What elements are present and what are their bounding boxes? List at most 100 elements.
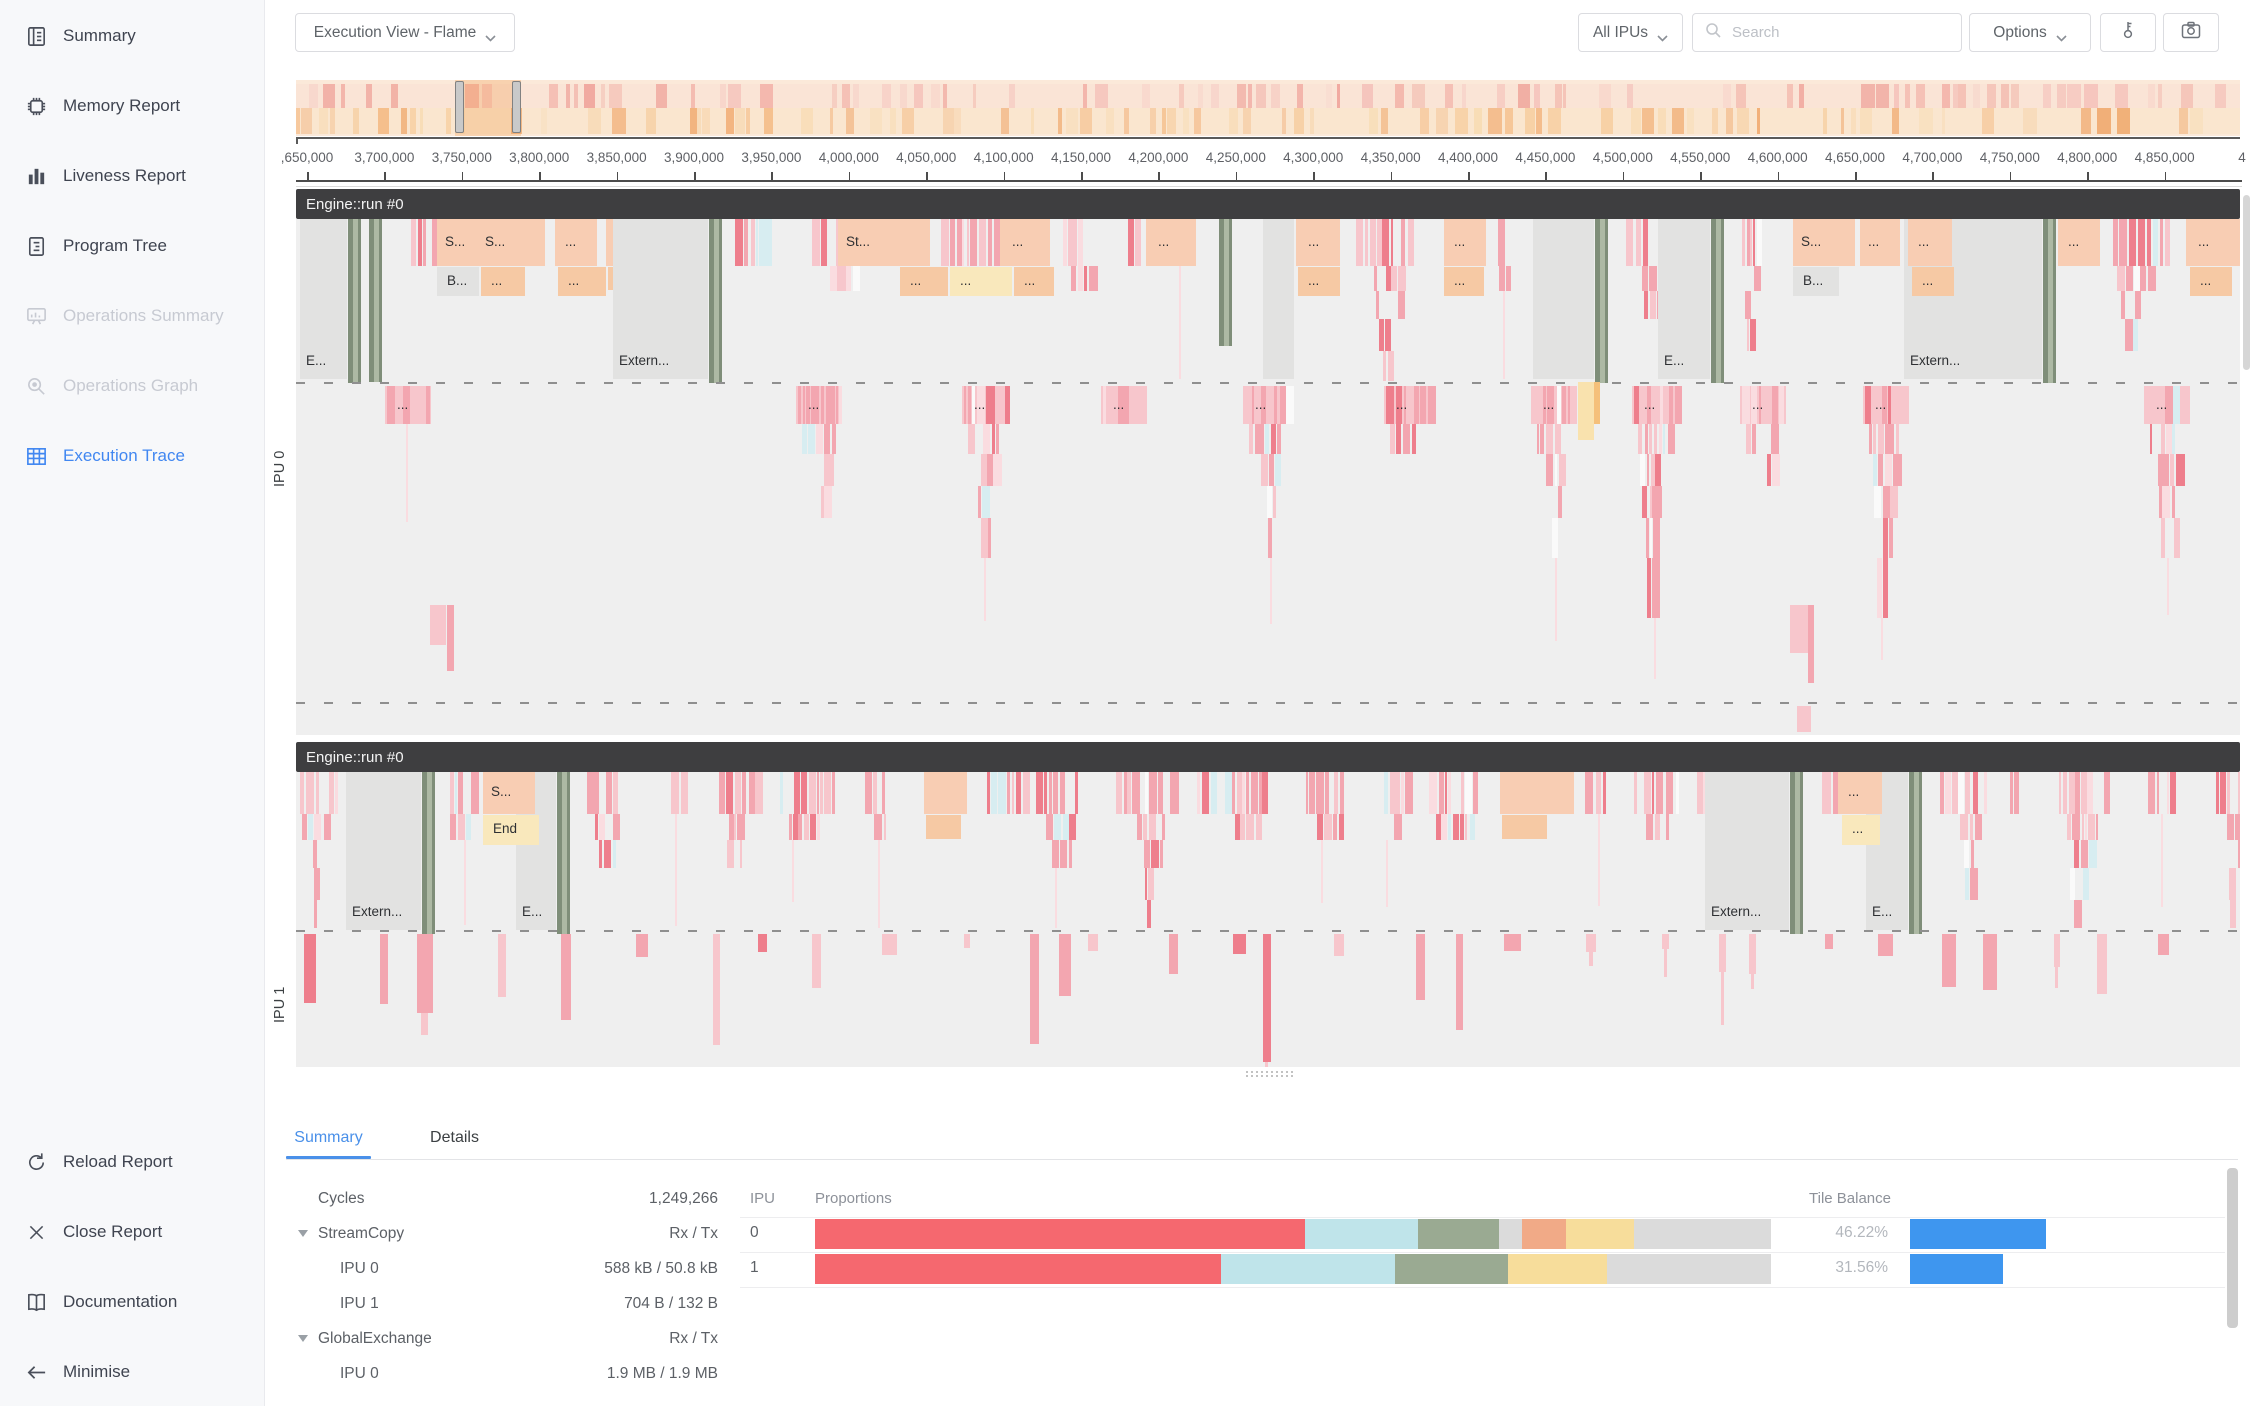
flame-block[interactable] xyxy=(1414,386,1420,424)
flame-block[interactable] xyxy=(1960,814,1968,840)
flame-block[interactable] xyxy=(1675,772,1680,814)
external-sync-block[interactable] xyxy=(613,219,708,379)
flame-block[interactable] xyxy=(1872,454,1877,486)
flame-block[interactable] xyxy=(941,219,949,266)
flame-block-labeled[interactable] xyxy=(838,219,930,266)
flame-block[interactable] xyxy=(1264,424,1269,454)
flame-block[interactable] xyxy=(1012,772,1015,814)
flame-block[interactable] xyxy=(1333,814,1337,840)
flame-block[interactable] xyxy=(1465,772,1473,814)
flame-block[interactable] xyxy=(986,772,990,814)
flame-block[interactable] xyxy=(304,934,317,1003)
flame-block[interactable] xyxy=(1259,772,1262,814)
flame-block[interactable] xyxy=(1053,814,1061,840)
flame-block[interactable] xyxy=(1797,706,1811,732)
flame-block[interactable] xyxy=(1384,772,1389,814)
flame-block-labeled[interactable] xyxy=(1842,815,1880,845)
flame-block[interactable] xyxy=(1420,386,1427,424)
flame-block[interactable] xyxy=(2134,291,2141,319)
flame-block[interactable] xyxy=(983,424,991,454)
flame-block[interactable] xyxy=(2119,219,2128,266)
flame-block[interactable] xyxy=(1767,454,1771,486)
sidebar-item-close-report[interactable]: Close Report xyxy=(0,1197,264,1267)
flame-block[interactable] xyxy=(835,386,838,424)
flame-block[interactable] xyxy=(1749,219,1752,266)
flame-block[interactable] xyxy=(1196,772,1201,814)
flame-block[interactable] xyxy=(804,814,810,840)
flame-block[interactable] xyxy=(1407,219,1415,266)
flame-block[interactable] xyxy=(1015,772,1022,814)
flame-block[interactable] xyxy=(2140,266,2147,291)
flame-block[interactable] xyxy=(812,219,820,266)
flame-block[interactable] xyxy=(1391,219,1394,266)
external-sync-block[interactable] xyxy=(1262,219,1294,379)
flame-block[interactable] xyxy=(1644,424,1648,454)
flame-block[interactable] xyxy=(1745,291,1752,319)
flame-block[interactable] xyxy=(2069,772,2075,814)
flame-block[interactable] xyxy=(604,840,611,868)
flame-block-labeled[interactable] xyxy=(2058,219,2100,266)
flame-block[interactable] xyxy=(2173,386,2181,424)
flame-block[interactable] xyxy=(1070,266,1077,291)
flame-block[interactable] xyxy=(2066,814,2071,840)
flame-block[interactable] xyxy=(1240,814,1246,840)
flame-block[interactable] xyxy=(1639,454,1646,486)
flame-block[interactable] xyxy=(1742,386,1750,424)
flame-block[interactable] xyxy=(1873,486,1882,518)
flame-block[interactable] xyxy=(1317,814,1324,840)
flame-block[interactable] xyxy=(821,386,824,424)
flame-block[interactable] xyxy=(1365,219,1368,266)
sidebar-item-liveness-report[interactable]: Liveness Report xyxy=(0,141,264,211)
flame-block[interactable] xyxy=(1136,814,1143,840)
flame-block[interactable] xyxy=(1720,972,1724,1025)
flame-block[interactable] xyxy=(979,219,986,266)
flame-block[interactable] xyxy=(1747,319,1750,351)
sidebar-item-program-tree[interactable]: Program Tree xyxy=(0,211,264,281)
flame-block[interactable] xyxy=(1893,454,1902,486)
flame-block[interactable] xyxy=(1022,772,1031,814)
flame-block[interactable] xyxy=(1232,934,1246,954)
flame-block[interactable] xyxy=(1251,772,1258,814)
flame-block[interactable] xyxy=(758,934,768,952)
flame-block[interactable] xyxy=(1448,772,1452,814)
flame-block[interactable] xyxy=(466,814,472,840)
flame-block[interactable] xyxy=(1742,219,1746,266)
flame-block[interactable] xyxy=(2227,772,2230,814)
flame-block[interactable] xyxy=(430,605,446,645)
flame-block[interactable] xyxy=(2095,814,2099,840)
flame-block[interactable] xyxy=(2176,454,2185,486)
flame-block[interactable] xyxy=(1749,319,1757,351)
flame-block[interactable] xyxy=(798,386,802,424)
flame-block[interactable] xyxy=(1752,424,1756,454)
flame-block[interactable] xyxy=(1068,840,1072,868)
flame-block[interactable] xyxy=(1881,386,1887,424)
flame-block-labeled[interactable] xyxy=(1444,219,1486,266)
flame-block[interactable] xyxy=(2171,424,2175,454)
flame-vertical-scrollbar[interactable] xyxy=(2243,195,2250,370)
flame-block[interactable] xyxy=(1063,814,1069,840)
flame-block[interactable] xyxy=(1004,386,1011,424)
flame-block[interactable] xyxy=(2082,814,2085,840)
flame-block[interactable] xyxy=(820,772,823,814)
flame-block[interactable] xyxy=(449,772,455,814)
flame-block[interactable] xyxy=(2230,900,2236,928)
panel-vertical-scrollbar[interactable] xyxy=(2227,1168,2238,1328)
flame-block[interactable] xyxy=(759,219,767,266)
sidebar-item-minimise[interactable]: Minimise xyxy=(0,1337,264,1406)
flame-block[interactable] xyxy=(1077,219,1083,266)
flame-block[interactable] xyxy=(989,386,995,424)
flame-block[interactable] xyxy=(748,772,755,814)
flame-block[interactable] xyxy=(1888,386,1892,424)
flame-block[interactable] xyxy=(1662,934,1670,949)
sync-bar[interactable] xyxy=(1909,772,1922,934)
flame-block[interactable] xyxy=(2235,814,2240,840)
flame-block[interactable] xyxy=(1398,291,1405,319)
flame-block[interactable] xyxy=(1123,772,1127,814)
flame-block[interactable] xyxy=(987,518,992,558)
flame-block[interactable] xyxy=(1653,518,1661,558)
flame-block[interactable] xyxy=(1441,814,1448,840)
sync-bar[interactable] xyxy=(1790,772,1803,934)
flame-block[interactable] xyxy=(1334,934,1344,956)
flame-block[interactable] xyxy=(962,219,965,266)
flame-block[interactable] xyxy=(865,772,873,814)
